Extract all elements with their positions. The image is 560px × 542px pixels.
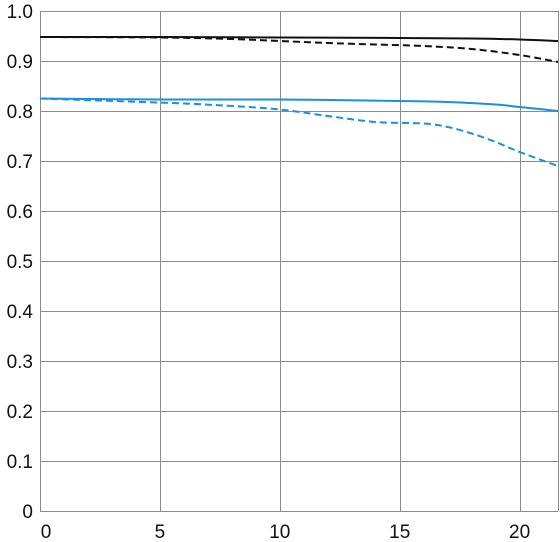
- x-tick-label-3: 15: [389, 522, 410, 542]
- y-tick-label-0: 0: [22, 502, 33, 523]
- y-tick-label-7: 0.7: [7, 152, 33, 173]
- y-tick-label-10: 1.0: [7, 2, 33, 23]
- y-tick-label-5: 0.5: [7, 252, 33, 273]
- y-tick-label-8: 0.8: [7, 102, 33, 123]
- series-line-1: [39, 36, 559, 63]
- grid: [40, 11, 559, 512]
- x-tick-label-4: 20: [509, 522, 530, 542]
- y-tick-label-1: 0.1: [7, 452, 33, 473]
- series-line-3: [39, 97, 559, 167]
- y-tick-label-6: 0.6: [7, 202, 33, 223]
- y-tick-label-3: 0.3: [7, 352, 33, 373]
- tick-labels: 0 0.1 0.2 0.3 0.4 0.5 0.6 0.7 0.8 0.9 1.0 0 5 10 15 20: [7, 2, 531, 542]
- x-tick-label-2: 10: [269, 522, 290, 542]
- x-tick-label-0: 0: [41, 522, 52, 542]
- series-group: [39, 35, 559, 167]
- series-line-2: [39, 97, 559, 112]
- y-tick-label-4: 0.4: [7, 302, 34, 323]
- x-tick-label-1: 5: [155, 522, 166, 542]
- y-tick-label-9: 0.9: [7, 52, 33, 73]
- y-tick-label-2: 0.2: [7, 402, 33, 423]
